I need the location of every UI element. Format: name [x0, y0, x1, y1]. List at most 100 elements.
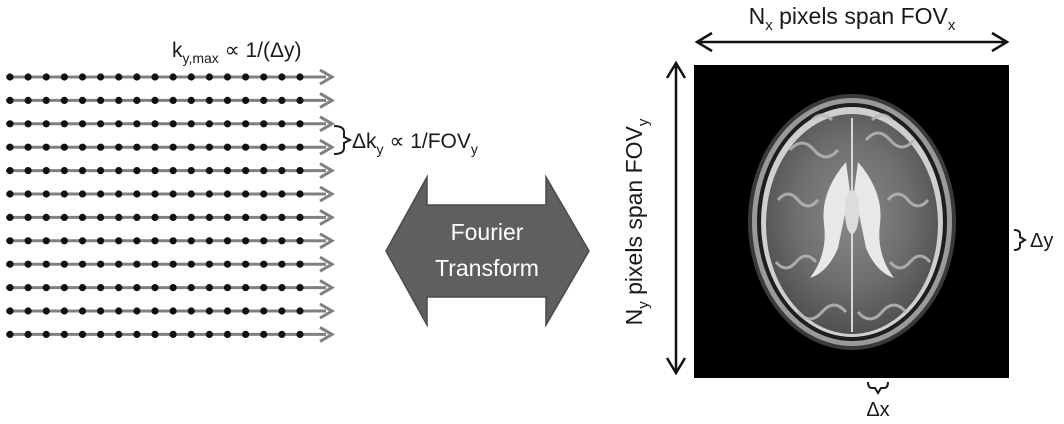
kspace-sample-dot	[115, 96, 123, 104]
kspace-sample-dot	[260, 73, 268, 81]
kspace-arrowhead	[319, 326, 335, 343]
kspace-sample-dot	[169, 330, 177, 338]
kspace-sample-dot	[115, 330, 123, 338]
kspace-arrowhead	[319, 232, 335, 250]
kspace-sample-dot	[42, 190, 50, 198]
kspace-sample-dot	[60, 237, 68, 245]
kspace-sample-dot	[205, 190, 213, 198]
kspace-sample-dot	[115, 190, 123, 198]
kspace-arrowhead	[319, 115, 335, 133]
kspace-line	[6, 138, 335, 156]
kspace-sample-dot	[42, 96, 50, 104]
kspace-sample-dot	[6, 330, 14, 338]
kspace-sample-dot	[97, 213, 105, 221]
kspace-sample-dot	[151, 307, 159, 315]
kspace-sample-dot	[223, 284, 232, 292]
kspace-sample-dot	[187, 96, 195, 104]
kspace-sample-dot	[133, 260, 141, 268]
kspace-sample-dot	[223, 260, 232, 268]
kspace-arrowhead	[319, 92, 335, 109]
kspace-sample-dot	[133, 190, 141, 198]
kspace-arrowhead	[319, 279, 335, 296]
kspace-sample-dot	[205, 284, 213, 292]
kspace-sample-dot	[242, 213, 250, 221]
kspace-sample-dot	[260, 190, 268, 198]
kspace-sample-dot	[133, 213, 141, 221]
kspace-sample-dot	[242, 284, 250, 292]
kspace-sample-dot	[42, 330, 50, 338]
kspace-sample-dot	[133, 307, 141, 315]
kspace-sample-dot	[242, 96, 250, 104]
kspace-sample-dot	[296, 167, 304, 175]
kspace-sample-dot	[242, 237, 250, 245]
kspace-sample-dot	[278, 143, 286, 151]
kspace-sample-dot	[151, 260, 159, 268]
kspace-sample-dot	[278, 330, 286, 338]
kspace-sample-dot	[6, 167, 14, 175]
fov-y-arrow	[665, 60, 687, 376]
kspace-sample-dot	[187, 237, 195, 245]
kspace-sample-dot	[78, 96, 87, 104]
kspace-sample-dot	[296, 120, 304, 128]
delta-y-label: Δy	[1030, 230, 1053, 252]
kspace-sample-dot	[242, 260, 250, 268]
kspace-sample-dot	[60, 120, 68, 128]
kspace-sample-dot	[42, 307, 50, 315]
kspace-sample-dot	[223, 213, 232, 221]
delta-y-bracket	[1013, 229, 1027, 251]
kspace-sample-dot	[60, 284, 68, 292]
kspace-sample-dot	[296, 260, 304, 268]
kspace-sample-dot	[24, 260, 32, 268]
kspace-line	[6, 302, 335, 320]
kspace-sample-dot	[24, 167, 32, 175]
kspace-sample-dot	[260, 143, 268, 151]
kspace-sample-dot	[260, 167, 268, 175]
kspace-sample-dot	[60, 143, 68, 151]
kspace-sample-dot	[115, 120, 123, 128]
kspace-sample-dot	[60, 190, 68, 198]
kspace-sample-dot	[6, 73, 14, 81]
kspace-sample-dot	[60, 260, 68, 268]
kspace-sample-dot	[78, 143, 87, 151]
kspace-sample-dot	[97, 190, 105, 198]
kspace-sample-dot	[296, 330, 304, 338]
kspace-arrowhead	[319, 185, 335, 203]
delta-ky-label: Δky ∝ 1/FOVy	[352, 130, 478, 157]
kspace-sample-dot	[278, 73, 286, 81]
kspace-sample-dot	[115, 284, 123, 292]
kspace-arrowhead	[319, 68, 335, 86]
kspace-sample-dot	[296, 213, 304, 221]
kspace-sample-dot	[296, 73, 304, 81]
kspace-sample-dot	[223, 143, 232, 151]
kspace-sample-dot	[24, 120, 32, 128]
kspace-sample-dot	[6, 96, 14, 104]
kspace-sample-dot	[278, 190, 286, 198]
kspace-sample-dot	[260, 260, 268, 268]
kspace-sample-dot	[151, 143, 159, 151]
kspace-sample-dot	[97, 167, 105, 175]
kspace-sample-dot	[169, 213, 177, 221]
kspace-sample-dot	[296, 190, 304, 198]
kspace-sample-dot	[169, 260, 177, 268]
kspace-sample-dot	[187, 167, 195, 175]
kspace-sample-dot	[78, 120, 87, 128]
kspace-sample-dot	[187, 190, 195, 198]
kspace-sample-dot	[78, 190, 87, 198]
kspace-arrowhead	[319, 162, 335, 179]
kspace-sample-dot	[133, 73, 141, 81]
kspace-sample-dot	[151, 213, 159, 221]
kspace-sample-dot	[151, 167, 159, 175]
kspace-sample-dot	[97, 307, 105, 315]
kspace-sample-dot	[169, 237, 177, 245]
ny-fov-label: Ny pixels span FOVy	[621, 118, 652, 325]
mri-image	[694, 65, 1009, 378]
kspace-sample-dot	[78, 213, 87, 221]
delta-ky-bracket	[333, 125, 353, 155]
kspace-sample-dot	[60, 307, 68, 315]
kspace-sample-dot	[133, 330, 141, 338]
kspace-sample-dot	[6, 284, 14, 292]
kspace-sample-dot	[115, 237, 123, 245]
kspace-sample-dot	[42, 143, 50, 151]
nx-fov-label: Nx pixels span FOVx	[749, 3, 956, 34]
